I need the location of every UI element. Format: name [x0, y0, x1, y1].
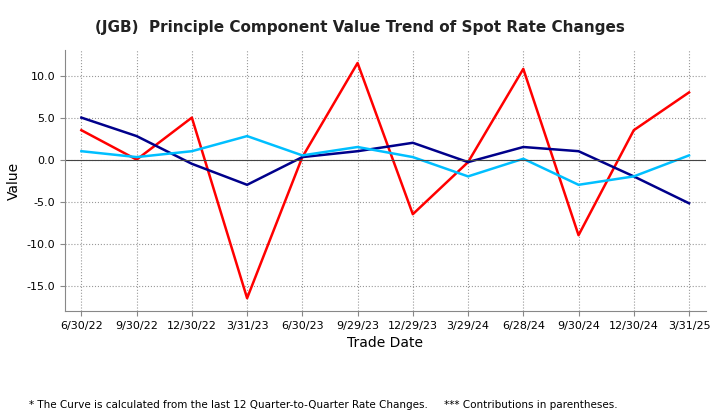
- Compo 2 (8.7%): [298, 155, 307, 160]
- Compo 1 (87.8%): [519, 66, 528, 71]
- Compo 2 (8.7%): [354, 149, 362, 154]
- Compo 1 (87.8%): [77, 128, 86, 133]
- Compo 1 (87.8%): [243, 296, 251, 301]
- Compo 3 (2.7%): [354, 144, 362, 150]
- Compo 1 (87.8%): [685, 90, 693, 95]
- Compo 3 (2.7%): [629, 174, 638, 179]
- Compo 3 (2.7%): [464, 174, 472, 179]
- Compo 2 (8.7%): [77, 115, 86, 120]
- Compo 2 (8.7%): [685, 201, 693, 206]
- Compo 1 (87.8%): [132, 157, 141, 162]
- Compo 3 (2.7%): [132, 155, 141, 160]
- Compo 2 (8.7%): [187, 161, 196, 166]
- Compo 3 (2.7%): [685, 153, 693, 158]
- Line: Compo 1 (87.8%): Compo 1 (87.8%): [81, 63, 689, 298]
- Line: Compo 2 (8.7%): Compo 2 (8.7%): [81, 118, 689, 203]
- Compo 3 (2.7%): [243, 134, 251, 139]
- Compo 1 (87.8%): [408, 212, 417, 217]
- Y-axis label: Value: Value: [7, 162, 21, 200]
- Compo 1 (87.8%): [575, 233, 583, 238]
- Text: (JGB)  Principle Component Value Trend of Spot Rate Changes: (JGB) Principle Component Value Trend of…: [95, 20, 625, 35]
- Compo 1 (87.8%): [187, 115, 196, 120]
- Compo 2 (8.7%): [464, 160, 472, 165]
- Legend: Compo 1 (87.8%), Compo 2 (8.7%), Compo 3 (2.7%): Compo 1 (87.8%), Compo 2 (8.7%), Compo 3…: [135, 416, 636, 420]
- Line: Compo 3 (2.7%): Compo 3 (2.7%): [81, 136, 689, 185]
- Compo 3 (2.7%): [519, 156, 528, 161]
- Compo 3 (2.7%): [187, 149, 196, 154]
- Compo 2 (8.7%): [132, 134, 141, 139]
- Compo 1 (87.8%): [464, 160, 472, 165]
- Text: * The Curve is calculated from the last 12 Quarter-to-Quarter Rate Changes.     : * The Curve is calculated from the last …: [29, 399, 618, 409]
- Compo 3 (2.7%): [408, 155, 417, 160]
- Compo 3 (2.7%): [77, 149, 86, 154]
- Compo 3 (2.7%): [575, 182, 583, 187]
- Compo 2 (8.7%): [408, 140, 417, 145]
- Compo 3 (2.7%): [298, 153, 307, 158]
- Compo 1 (87.8%): [629, 128, 638, 133]
- X-axis label: Trade Date: Trade Date: [347, 336, 423, 350]
- Compo 2 (8.7%): [629, 174, 638, 179]
- Compo 2 (8.7%): [519, 144, 528, 150]
- Compo 2 (8.7%): [575, 149, 583, 154]
- Compo 2 (8.7%): [243, 182, 251, 187]
- Compo 1 (87.8%): [354, 60, 362, 66]
- Compo 1 (87.8%): [298, 155, 307, 160]
